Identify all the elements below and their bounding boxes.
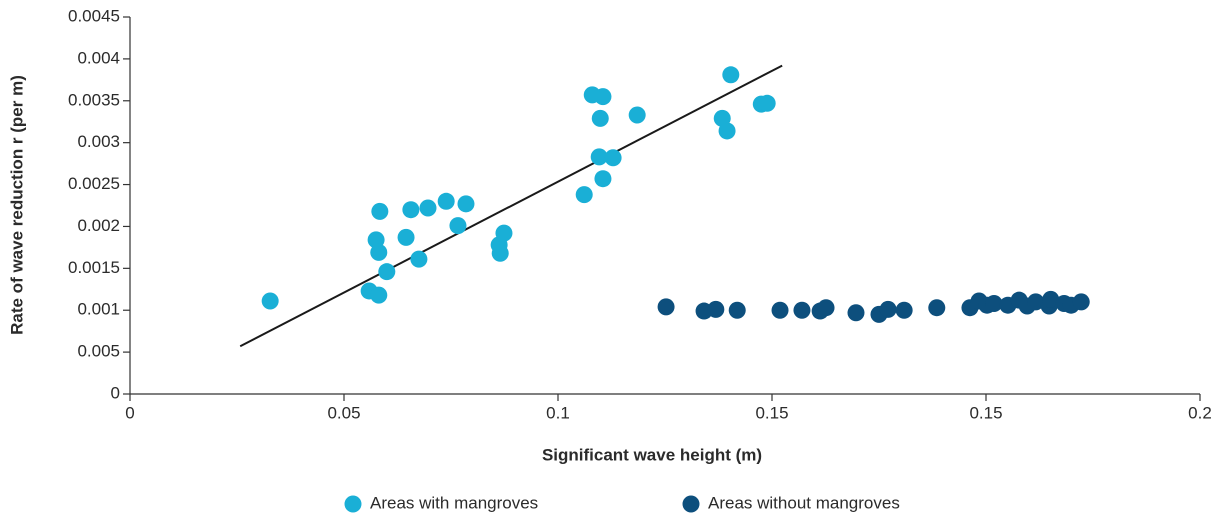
y-tick-label: 0.004: [77, 48, 120, 67]
data-point: [604, 149, 622, 167]
data-point: [261, 292, 279, 310]
x-tick-label: 0.2: [1188, 403, 1212, 422]
data-point: [495, 224, 513, 242]
data-point: [985, 295, 1003, 313]
x-axis-title: Significant wave height (m): [542, 445, 762, 464]
data-point: [378, 263, 396, 281]
y-tick-label: 0.0025: [68, 174, 120, 193]
data-point: [847, 304, 865, 322]
legend-label: Areas with mangroves: [370, 493, 538, 512]
data-point: [449, 217, 467, 235]
data-point: [718, 122, 736, 140]
legend-swatch: [344, 495, 362, 513]
data-point: [1042, 290, 1060, 308]
data-point: [771, 301, 789, 319]
data-point: [437, 192, 455, 210]
data-point: [370, 286, 388, 304]
y-tick-label: 0.001: [77, 300, 120, 319]
y-tick-label: 0.005: [77, 342, 120, 361]
data-point: [895, 301, 913, 319]
data-point: [590, 148, 608, 166]
y-tick-label: 0.003: [77, 132, 120, 151]
data-point: [817, 299, 835, 317]
data-point: [419, 199, 437, 217]
data-point: [1027, 293, 1045, 311]
y-tick-label: 0.0015: [68, 258, 120, 277]
y-tick-label: 0.002: [77, 216, 120, 235]
x-tick-label: 0: [125, 403, 134, 422]
data-point: [402, 201, 420, 219]
data-point: [707, 300, 725, 318]
x-tick-label: 0.05: [327, 403, 360, 422]
data-point: [728, 301, 746, 319]
data-point: [457, 195, 475, 213]
data-point: [371, 202, 389, 220]
data-point: [410, 250, 428, 268]
y-axis-title: Rate of wave reduction r (per m): [7, 75, 26, 335]
data-point: [879, 300, 897, 318]
x-tick-label: 0.1: [546, 403, 570, 422]
trend-line: [239, 64, 783, 348]
data-point: [628, 106, 646, 124]
data-point: [793, 301, 811, 319]
data-point: [657, 298, 675, 316]
y-tick-label: 0: [111, 383, 120, 402]
data-point: [575, 186, 593, 204]
data-point: [722, 66, 740, 84]
data-point: [397, 228, 415, 246]
legend-label: Areas without mangroves: [708, 493, 900, 512]
data-point: [758, 94, 776, 112]
legend-swatch: [682, 495, 700, 513]
data-point: [928, 299, 946, 317]
y-tick-label: 0.0035: [68, 90, 120, 109]
x-tick-label: 0.15: [755, 403, 788, 422]
data-point: [594, 170, 612, 188]
data-point: [591, 109, 609, 127]
x-tick-label: 0.15: [969, 403, 1002, 422]
data-point: [370, 243, 388, 261]
data-point: [594, 88, 612, 106]
y-tick-label: 0.0045: [68, 6, 120, 25]
data-point: [491, 244, 509, 262]
data-point: [1072, 293, 1090, 311]
